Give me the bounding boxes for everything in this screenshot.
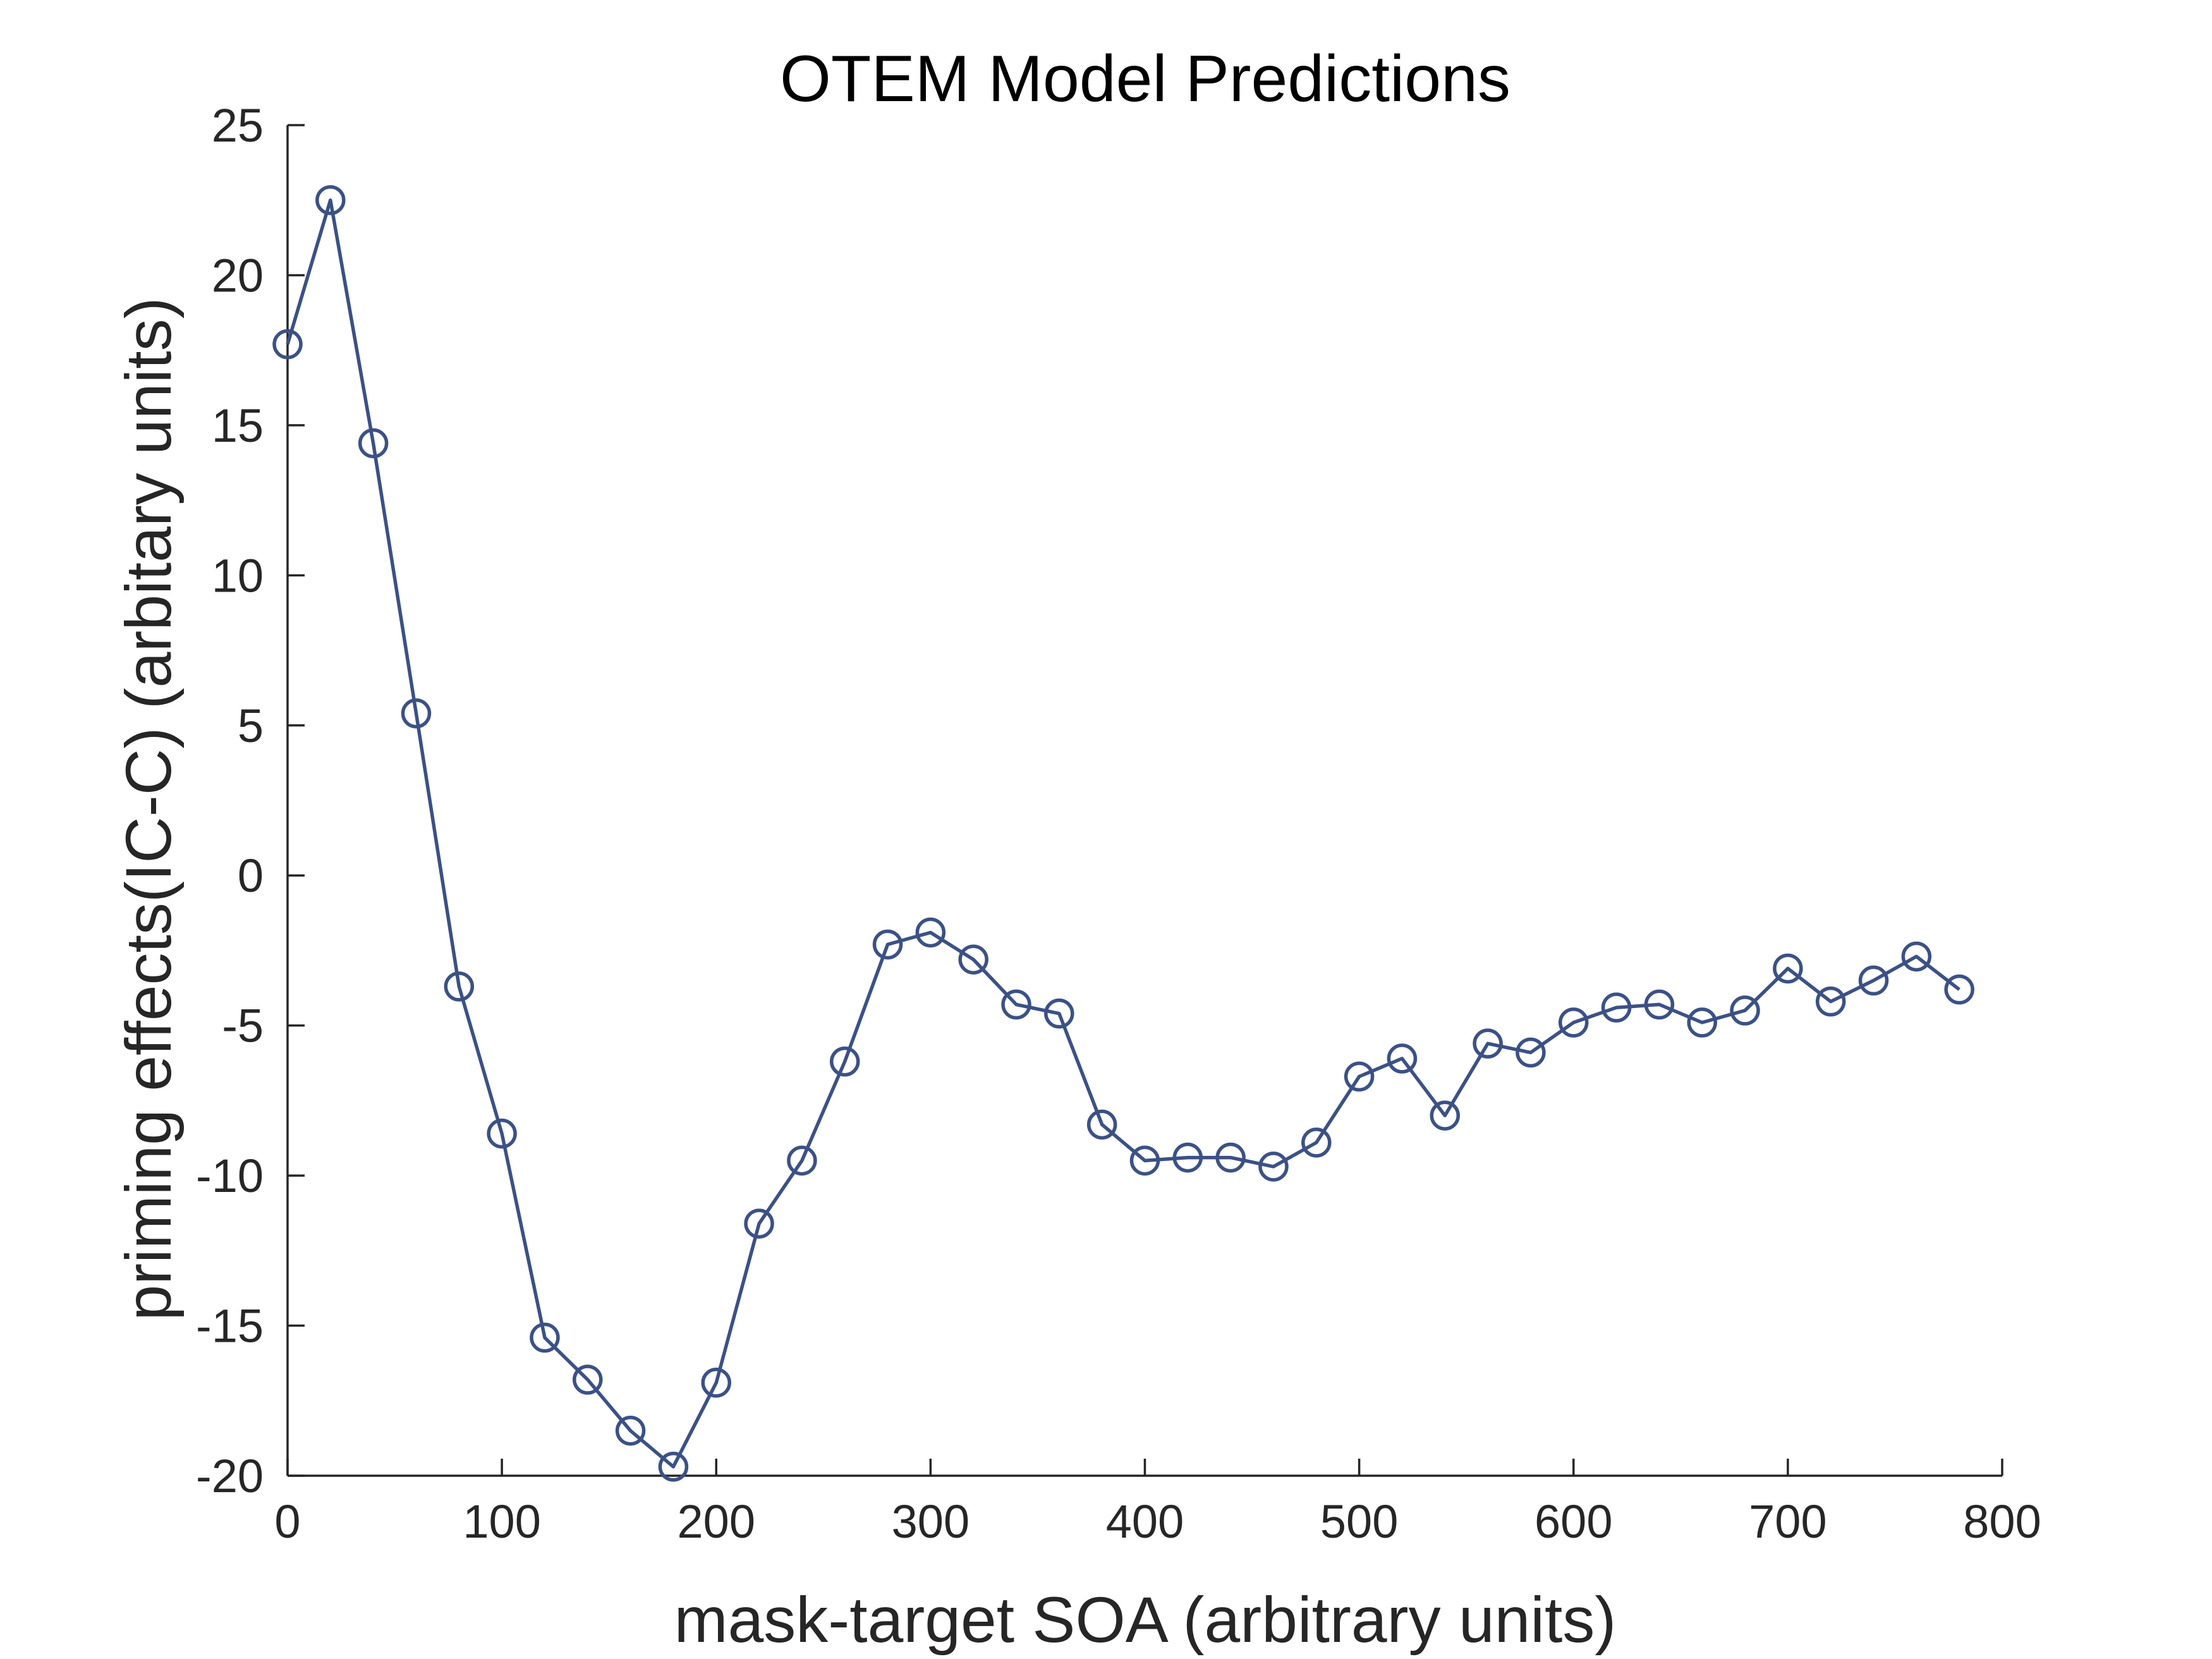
data-point — [401, 698, 432, 729]
data-point — [1473, 1028, 1503, 1059]
y-tick-label: 15 — [212, 399, 264, 452]
data-point — [272, 329, 303, 360]
data-point — [1601, 992, 1632, 1023]
data-point — [573, 1364, 603, 1395]
data-point — [315, 185, 346, 216]
data-point — [744, 1208, 774, 1239]
data-point — [1901, 941, 1932, 972]
data-point — [915, 917, 946, 948]
data-point — [615, 1416, 646, 1446]
x-tick-label: 200 — [678, 1495, 755, 1548]
data-point — [1815, 986, 1846, 1017]
y-tick-label: -15 — [196, 1300, 264, 1352]
x-axis-ticks: 0 100 200 300 400 500 600 700 800 — [274, 1459, 2041, 1548]
data-point — [530, 1322, 560, 1353]
data-point — [1516, 1037, 1546, 1068]
data-point — [872, 929, 903, 960]
data-point — [1730, 995, 1760, 1026]
x-tick-label: 400 — [1106, 1495, 1184, 1548]
data-point — [787, 1145, 817, 1176]
data-point — [1773, 953, 1803, 984]
data-point — [1001, 989, 1031, 1020]
data-point — [1172, 1142, 1203, 1173]
y-tick-label: 5 — [238, 700, 264, 752]
data-point — [1944, 974, 1974, 1005]
data-point — [1129, 1145, 1160, 1176]
data-point — [487, 1118, 517, 1149]
y-axis-ticks: -20 -15 -10 -5 0 5 10 15 20 25 — [196, 99, 305, 1502]
y-tick-label: 25 — [212, 99, 264, 152]
y-tick-label: 0 — [238, 849, 264, 902]
data-point — [1430, 1100, 1461, 1131]
series-layer — [272, 185, 1974, 1482]
data-point — [829, 1046, 860, 1077]
x-tick-label: 300 — [892, 1495, 969, 1548]
x-tick-label: 500 — [1320, 1495, 1398, 1548]
data-point — [958, 944, 988, 975]
y-tick-label: -10 — [196, 1150, 264, 1202]
data-point — [1258, 1152, 1289, 1182]
data-point — [1044, 998, 1074, 1029]
x-tick-label: 800 — [1963, 1495, 2041, 1548]
x-tick-label: 0 — [274, 1495, 300, 1548]
data-point — [358, 428, 389, 459]
y-tick-label: 20 — [212, 249, 264, 301]
series-line — [286, 198, 1960, 1469]
data-point — [1858, 965, 1889, 996]
data-point — [1344, 1061, 1375, 1092]
data-point — [658, 1452, 689, 1482]
x-axis-title: mask-target SOA (arbitrary units) — [674, 1584, 1617, 1656]
data-point — [1387, 1043, 1418, 1074]
x-tick-label: 700 — [1749, 1495, 1826, 1548]
data-point — [1086, 1109, 1117, 1140]
y-tick-label: -5 — [222, 1000, 264, 1052]
data-point — [1687, 1007, 1717, 1038]
x-tick-label: 600 — [1534, 1495, 1612, 1548]
y-axis-title: priming effects(IC-C) (arbitary units) — [112, 297, 185, 1320]
data-point — [1215, 1142, 1246, 1173]
y-tick-label: 10 — [212, 549, 264, 602]
data-point — [1644, 989, 1675, 1020]
data-point — [701, 1368, 731, 1398]
x-tick-label: 100 — [463, 1495, 540, 1548]
y-tick-label: -20 — [196, 1450, 264, 1502]
data-point — [1559, 1007, 1589, 1038]
chart-title: OTEM Model Predictions — [780, 42, 1510, 116]
data-point — [1301, 1127, 1332, 1158]
data-point — [444, 971, 475, 1002]
axes — [286, 125, 2002, 1477]
